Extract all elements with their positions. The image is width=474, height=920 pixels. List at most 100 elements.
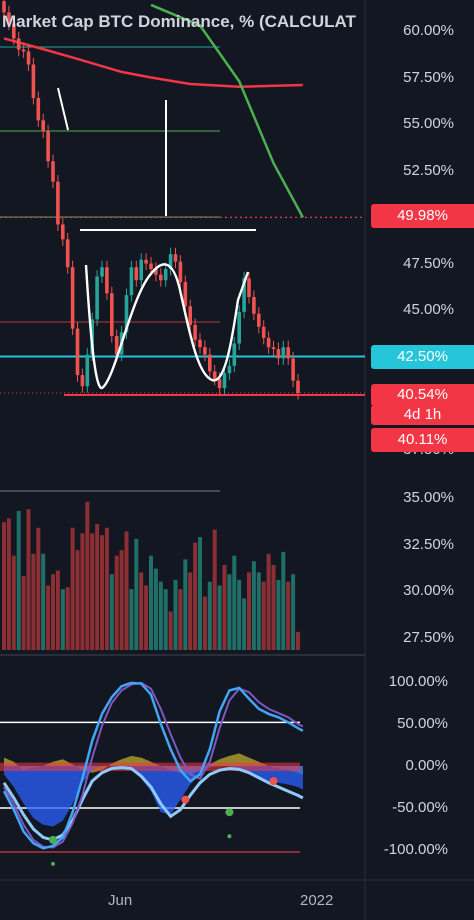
volume-bar [222,564,227,650]
volume-bar [158,581,163,650]
pattern-curve [84,263,250,390]
candle-body [217,378,222,389]
volume-bar [31,553,36,650]
candle-body [266,337,271,348]
volume-bar [114,555,119,650]
volume-bar [75,550,80,650]
volume-bar [256,572,261,650]
candle-body [114,336,119,355]
volume-bar [60,589,65,650]
candle-body [232,343,237,366]
candle-body [36,97,41,121]
volume-bar [296,631,300,650]
sell-signal-dot [181,795,190,804]
volume-bar [2,522,6,650]
oscillator-blue-area [4,766,303,827]
candle-body [12,23,16,39]
price-badge-last[interactable]: 40.54% [371,384,474,406]
candle-body [159,274,163,281]
candle-body [124,295,129,333]
chart-title: Market Cap BTC Dominance, % (CALCULAT [2,12,356,31]
volume-bar [11,555,16,650]
volume-bar [90,533,95,650]
buy-signal-dot [225,808,234,817]
volume-bar [188,572,193,650]
candle-body [46,131,50,162]
candle-body [134,267,139,281]
candle-body [261,326,266,338]
pattern-drawings [57,87,256,390]
volume-bar [119,550,124,650]
moving-averages [3,3,304,218]
price-tick-label: 60.00% [403,22,454,39]
candle-body [144,259,148,264]
candle-body [252,296,256,314]
volume-bar [36,527,41,650]
volume-bar [129,589,134,650]
candle-body [70,267,75,329]
candle-body [208,354,212,372]
buy-signal-marker [51,861,55,866]
drop-line [57,87,69,131]
price-tick-label: 27.50% [403,628,454,646]
price-tick-label: 47.50% [403,254,454,272]
candle-body [271,347,276,350]
candle-body [2,1,6,13]
candle-body [198,339,202,348]
volume-bar [139,572,144,650]
stoch-k-line [2,681,304,850]
zero-band [0,762,300,772]
volume-bar [21,576,26,650]
time-label-2022: 2022 [300,892,334,909]
volume-bar [237,579,242,650]
candle-body [257,313,261,327]
countdown-badge: 4d 1h [371,405,474,425]
candle-body [95,276,99,320]
candle-body [139,259,143,281]
volume-bar [178,589,183,650]
candle-body [149,263,153,270]
volume-bar [261,581,266,650]
volume-bar [80,533,85,650]
volume-bar [51,574,55,650]
oscillator-tick-label: 0.00% [405,757,448,774]
price-badge-ma[interactable]: 49.98% [371,204,474,228]
candle-body [129,267,134,296]
candle-body [61,224,65,240]
volume-bar [6,518,11,650]
volume-bar [173,579,178,650]
volume-bar [183,559,188,650]
volume-bar [70,527,75,650]
volume-bar [286,581,291,650]
candle-body [286,347,290,359]
candle-body [222,373,227,389]
buy-signal-marker [227,834,232,839]
volume-bar [41,553,46,650]
candle-body [51,161,55,182]
candle-body [80,375,85,387]
ma-fast-line [150,3,304,218]
candle-body [56,181,60,225]
volume-panel [0,490,300,650]
candle-body [178,261,183,283]
volume-bar [193,542,198,650]
candle-body [242,278,246,312]
price-tick-label: 57.50% [403,68,454,86]
candle-body [31,64,36,98]
price-badge-low[interactable]: 40.11% [371,428,474,452]
volume-bar [104,527,109,650]
candle-body [110,293,114,337]
price-badge-support[interactable]: 42.50% [371,345,474,369]
candle-body [291,358,295,381]
volume-bar [95,524,100,650]
candle-body [26,51,31,65]
volume-bar [281,551,286,650]
candle-body [65,239,70,268]
volume-bar [207,581,212,650]
volume-bar [65,587,70,650]
volume-bar [100,535,104,650]
candle-body [168,254,173,270]
volume-bar [217,585,222,650]
price-tick-label: 45.00% [403,301,454,318]
